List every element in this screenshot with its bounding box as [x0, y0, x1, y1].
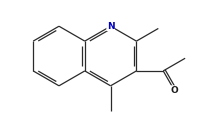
Text: N: N	[107, 22, 114, 31]
Text: O: O	[171, 86, 178, 95]
